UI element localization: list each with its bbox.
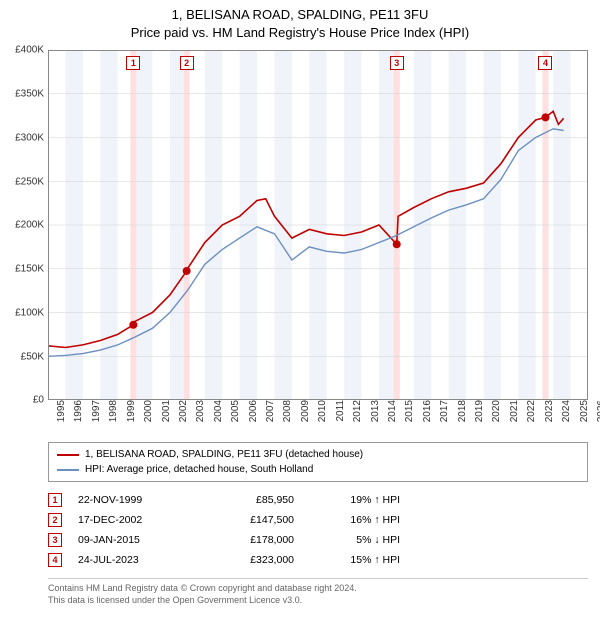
sales-row: 1 22-NOV-1999 £85,950 19% ↑ HPI: [48, 490, 588, 510]
y-tick-label: £50K: [21, 351, 48, 362]
x-tick-label: 2009: [296, 400, 311, 422]
sale-marker-icon: 3: [48, 533, 62, 547]
y-tick-label: £200K: [15, 220, 48, 231]
title-line1: 1, BELISANA ROAD, SPALDING, PE11 3FU: [0, 6, 600, 24]
x-tick-label: 2014: [383, 400, 398, 422]
footer: Contains HM Land Registry data © Crown c…: [48, 578, 588, 606]
legend-row: 1, BELISANA ROAD, SPALDING, PE11 3FU (de…: [57, 447, 579, 462]
sale-marker-icon: 4: [48, 553, 62, 567]
y-tick-label: £400K: [15, 45, 48, 56]
sales-row: 3 09-JAN-2015 £178,000 5% ↓ HPI: [48, 530, 588, 550]
chart-svg: [48, 50, 588, 400]
page-container: 1, BELISANA ROAD, SPALDING, PE11 3FU Pri…: [0, 0, 600, 620]
legend-box: 1, BELISANA ROAD, SPALDING, PE11 3FU (de…: [48, 442, 588, 482]
sale-diff: 15% ↑ HPI: [310, 554, 400, 566]
sale-price: £323,000: [204, 554, 294, 566]
x-tick-label: 1999: [122, 400, 137, 422]
sales-row: 2 17-DEC-2002 £147,500 16% ↑ HPI: [48, 510, 588, 530]
x-tick-label: 1995: [52, 400, 67, 422]
x-tick-label: 2005: [226, 400, 241, 422]
sales-row: 4 24-JUL-2023 £323,000 15% ↑ HPI: [48, 550, 588, 570]
sale-diff: 19% ↑ HPI: [310, 494, 400, 506]
sales-table: 1 22-NOV-1999 £85,950 19% ↑ HPI 2 17-DEC-2002…: [48, 490, 588, 570]
x-tick-label: 2026: [592, 400, 600, 422]
x-tick-label: 2019: [470, 400, 485, 422]
sale-marker-icon: 1: [48, 493, 62, 507]
x-tick-label: 2013: [366, 400, 381, 422]
x-tick-label: 2007: [261, 400, 276, 422]
legend-label-1: HPI: Average price, detached house, Sout…: [85, 462, 313, 477]
x-tick-label: 2004: [209, 400, 224, 422]
x-tick-label: 2016: [418, 400, 433, 422]
sale-date: 22-NOV-1999: [78, 494, 188, 506]
x-tick-label: 2002: [174, 400, 189, 422]
sale-date: 24-JUL-2023: [78, 554, 188, 566]
sale-marker-flag: 3: [390, 56, 404, 70]
sale-price: £178,000: [204, 534, 294, 546]
title-block: 1, BELISANA ROAD, SPALDING, PE11 3FU Pri…: [0, 0, 600, 42]
legend-label-0: 1, BELISANA ROAD, SPALDING, PE11 3FU (de…: [85, 447, 363, 462]
sale-diff: 5% ↓ HPI: [310, 534, 400, 546]
x-tick-label: 1996: [69, 400, 84, 422]
y-tick-label: £300K: [15, 132, 48, 143]
chart-area: £0£50K£100K£150K£200K£250K£300K£350K£400…: [48, 50, 588, 400]
sale-date: 17-DEC-2002: [78, 514, 188, 526]
sale-marker-flag: 4: [538, 56, 552, 70]
y-tick-label: £350K: [15, 89, 48, 100]
x-tick-label: 2023: [540, 400, 555, 422]
x-tick-label: 1998: [104, 400, 119, 422]
x-tick-label: 2008: [278, 400, 293, 422]
x-tick-label: 2017: [435, 400, 450, 422]
x-tick-label: 2011: [331, 400, 346, 422]
y-tick-label: £0: [33, 395, 48, 406]
y-tick-label: £150K: [15, 264, 48, 275]
x-tick-label: 2020: [487, 400, 502, 422]
x-tick-label: 2024: [557, 400, 572, 422]
y-tick-label: £250K: [15, 176, 48, 187]
x-tick-label: 2021: [505, 400, 520, 422]
x-tick-label: 2000: [139, 400, 154, 422]
footer-line2: This data is licensed under the Open Gov…: [48, 595, 588, 607]
x-tick-label: 2012: [348, 400, 363, 422]
legend-swatch-1: [57, 469, 79, 471]
x-tick-label: 2022: [522, 400, 537, 422]
sale-price: £85,950: [204, 494, 294, 506]
x-tick-label: 2025: [575, 400, 590, 422]
sale-marker-icon: 2: [48, 513, 62, 527]
sale-date: 09-JAN-2015: [78, 534, 188, 546]
sale-marker-flag: 1: [126, 56, 140, 70]
sale-marker-flag: 2: [180, 56, 194, 70]
y-tick-label: £100K: [15, 307, 48, 318]
x-tick-label: 2015: [400, 400, 415, 422]
x-tick-label: 2010: [313, 400, 328, 422]
footer-line1: Contains HM Land Registry data © Crown c…: [48, 583, 588, 595]
legend-row: HPI: Average price, detached house, Sout…: [57, 462, 579, 477]
title-line2: Price paid vs. HM Land Registry's House …: [0, 24, 600, 42]
x-tick-label: 2018: [453, 400, 468, 422]
sale-price: £147,500: [204, 514, 294, 526]
x-tick-label: 2006: [244, 400, 259, 422]
x-tick-label: 1997: [87, 400, 102, 422]
legend-swatch-0: [57, 454, 79, 456]
sale-diff: 16% ↑ HPI: [310, 514, 400, 526]
x-tick-label: 2001: [157, 400, 172, 422]
x-tick-label: 2003: [191, 400, 206, 422]
